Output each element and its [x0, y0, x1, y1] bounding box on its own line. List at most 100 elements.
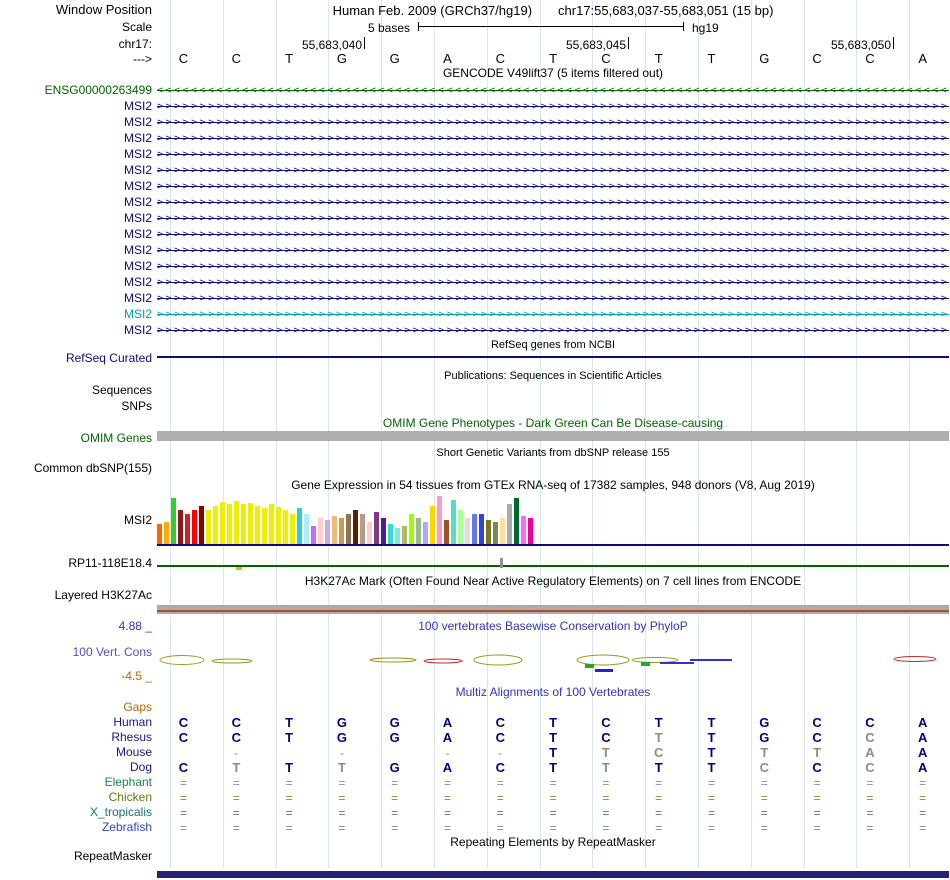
gtex-tissue-bar[interactable] — [437, 496, 442, 544]
gtex-tissue-bar[interactable] — [458, 510, 463, 544]
gtex-tissue-bar[interactable] — [311, 526, 316, 544]
transcript-label[interactable]: MSI2 — [123, 275, 152, 289]
gtex-tissue-bar[interactable] — [325, 520, 330, 544]
gtex-tissue-bar[interactable] — [444, 520, 449, 544]
gtex-tissue-bar[interactable] — [486, 520, 491, 544]
transcript-row[interactable]: MSI2 >>>>>>>>>>>>>>>>>>>>>>>>>>>>>>>>>>>>… — [0, 291, 950, 307]
transcript-label[interactable]: MSI2 — [123, 291, 152, 305]
alignment-row[interactable] — [157, 701, 949, 715]
gtex-tissue-bar[interactable] — [507, 504, 512, 544]
gtex-tissue-bar[interactable] — [157, 524, 162, 544]
gtex-tissue-bar[interactable] — [521, 516, 526, 544]
gtex-tissue-bar[interactable] — [388, 524, 393, 544]
species-label[interactable]: Dog — [129, 760, 152, 774]
gtex-tissue-bar[interactable] — [192, 510, 197, 544]
common-dbsnp-label[interactable]: Common dbSNP(155) — [33, 461, 152, 475]
transcript-label[interactable]: MSI2 — [123, 147, 152, 161]
gtex-tissue-bar[interactable] — [367, 522, 372, 544]
gtex-tissue-bar[interactable] — [227, 504, 232, 544]
gtex-tissue-bar[interactable] — [493, 522, 498, 544]
gtex-tissue-bar[interactable] — [269, 504, 274, 544]
alignment-row[interactable]: = = = = = = = = = = = = = = = — [157, 776, 949, 790]
alignment-row[interactable]: = = = = = = = = = = = = = = = — [157, 821, 949, 835]
gtex-tissue-bar[interactable] — [374, 512, 379, 544]
snps-track-label[interactable]: SNPs — [121, 399, 152, 413]
gtex-tissue-bar[interactable] — [346, 514, 351, 544]
gtex-tissue-bar[interactable] — [381, 518, 386, 544]
gtex-tissue-bar[interactable] — [255, 506, 260, 544]
species-label[interactable]: Elephant — [104, 775, 152, 789]
transcript-row[interactable]: MSI2 >>>>>>>>>>>>>>>>>>>>>>>>>>>>>>>>>>>>… — [0, 131, 950, 147]
transcript-label[interactable]: MSI2 — [123, 131, 152, 145]
transcript-label[interactable]: MSI2 — [123, 243, 152, 257]
gtex-tissue-bar[interactable] — [241, 504, 246, 544]
transcript-row[interactable]: MSI2 >>>>>>>>>>>>>>>>>>>>>>>>>>>>>>>>>>>>… — [0, 259, 950, 275]
transcript-label[interactable]: MSI2 — [123, 259, 152, 273]
gtex-tissue-bar[interactable] — [332, 516, 337, 544]
repeatmasker-element-bar[interactable] — [157, 871, 949, 878]
transcript-row[interactable]: MSI2 >>>>>>>>>>>>>>>>>>>>>>>>>>>>>>>>>>>>… — [0, 99, 950, 115]
refseq-gene-line[interactable] — [157, 356, 949, 358]
transcript-row[interactable]: MSI2 >>>>>>>>>>>>>>>>>>>>>>>>>>>>>>>>>>>>… — [0, 195, 950, 211]
transcript-label[interactable]: MSI2 — [123, 163, 152, 177]
transcript-label[interactable]: MSI2 — [123, 115, 152, 129]
gtex-tissue-bar[interactable] — [213, 506, 218, 544]
gtex-tissue-bar[interactable] — [304, 514, 309, 544]
conservation-track-label[interactable]: 100 Vert. Cons — [72, 645, 152, 659]
repeatmasker-label[interactable]: RepeatMasker — [73, 849, 152, 863]
transcript-row[interactable]: ENSG00000263499 <<<<<<<<<<<<<<<<<<<<<<<<<… — [0, 83, 950, 99]
gtex-tissue-bar[interactable] — [220, 502, 225, 544]
omim-genes-label[interactable]: OMIM Genes — [80, 431, 152, 445]
transcript-label[interactable]: ENSG00000263499 — [44, 83, 152, 97]
gtex-tissue-bar[interactable] — [206, 510, 211, 544]
gtex-tissue-bar[interactable] — [297, 508, 302, 544]
gtex-tissue-bar[interactable] — [472, 514, 477, 544]
gtex-tissue-bar[interactable] — [185, 514, 190, 544]
species-label[interactable]: Rhesus — [111, 730, 152, 744]
layered-h3k27ac-label[interactable]: Layered H3K27Ac — [54, 588, 152, 602]
omim-gene-bar[interactable] — [157, 431, 949, 441]
gtex-tissue-bar[interactable] — [339, 518, 344, 544]
gtex-tissue-bar[interactable] — [402, 526, 407, 544]
transcript-label[interactable]: MSI2 — [123, 195, 152, 209]
gtex-tissue-bar[interactable] — [353, 510, 358, 544]
gtex-tissue-bar[interactable] — [283, 510, 288, 544]
gtex-expression-chart[interactable] — [157, 494, 949, 544]
transcript-row[interactable]: MSI2 >>>>>>>>>>>>>>>>>>>>>>>>>>>>>>>>>>>>… — [0, 179, 950, 195]
alignment-row[interactable]: = = = = = = = = = = = = = = = — [157, 806, 949, 820]
gtex-tissue-bar[interactable] — [164, 522, 169, 544]
gtex-gene-label[interactable]: MSI2 — [123, 513, 152, 527]
alignment-row[interactable]: = = = = = = = = = = = = = = = — [157, 791, 949, 805]
refseq-curated-label[interactable]: RefSeq Curated — [65, 351, 152, 365]
gtex-tissue-bar[interactable] — [199, 506, 204, 544]
gtex-tissue-bar[interactable] — [451, 500, 456, 544]
gtex-tissue-bar[interactable] — [276, 507, 281, 544]
transcript-label[interactable]: MSI2 — [123, 179, 152, 193]
gtex-tissue-bar[interactable] — [500, 518, 505, 544]
gtex-tissue-bar[interactable] — [318, 518, 323, 544]
gtex-tissue-bar[interactable] — [514, 498, 519, 544]
species-label[interactable]: Zebrafish — [101, 820, 152, 834]
species-label[interactable]: Gaps — [123, 700, 152, 714]
transcript-label[interactable]: MSI2 — [123, 323, 152, 337]
lincrna-gene-line[interactable] — [157, 565, 949, 567]
gtex-tissue-bar[interactable] — [409, 514, 414, 544]
transcript-row[interactable]: MSI2 >>>>>>>>>>>>>>>>>>>>>>>>>>>>>>>>>>>>… — [0, 163, 950, 179]
sequences-track-label[interactable]: Sequences — [91, 383, 152, 397]
gtex-tissue-bar[interactable] — [528, 518, 533, 544]
lincrna-label[interactable]: RP11-118E18.4 — [68, 556, 152, 570]
transcript-row[interactable]: MSI2 >>>>>>>>>>>>>>>>>>>>>>>>>>>>>>>>>>>>… — [0, 323, 950, 339]
gtex-tissue-bar[interactable] — [262, 508, 267, 544]
species-label[interactable]: Mouse — [115, 745, 152, 759]
transcript-label[interactable]: MSI2 — [123, 227, 152, 241]
gtex-tissue-bar[interactable] — [290, 514, 295, 544]
conservation-wiggle-plot[interactable] — [0, 638, 950, 676]
gtex-tissue-bar[interactable] — [360, 514, 365, 544]
gtex-tissue-bar[interactable] — [423, 522, 428, 544]
transcript-row[interactable]: MSI2 >>>>>>>>>>>>>>>>>>>>>>>>>>>>>>>>>>>>… — [0, 227, 950, 243]
species-label[interactable]: Chicken — [108, 790, 152, 804]
